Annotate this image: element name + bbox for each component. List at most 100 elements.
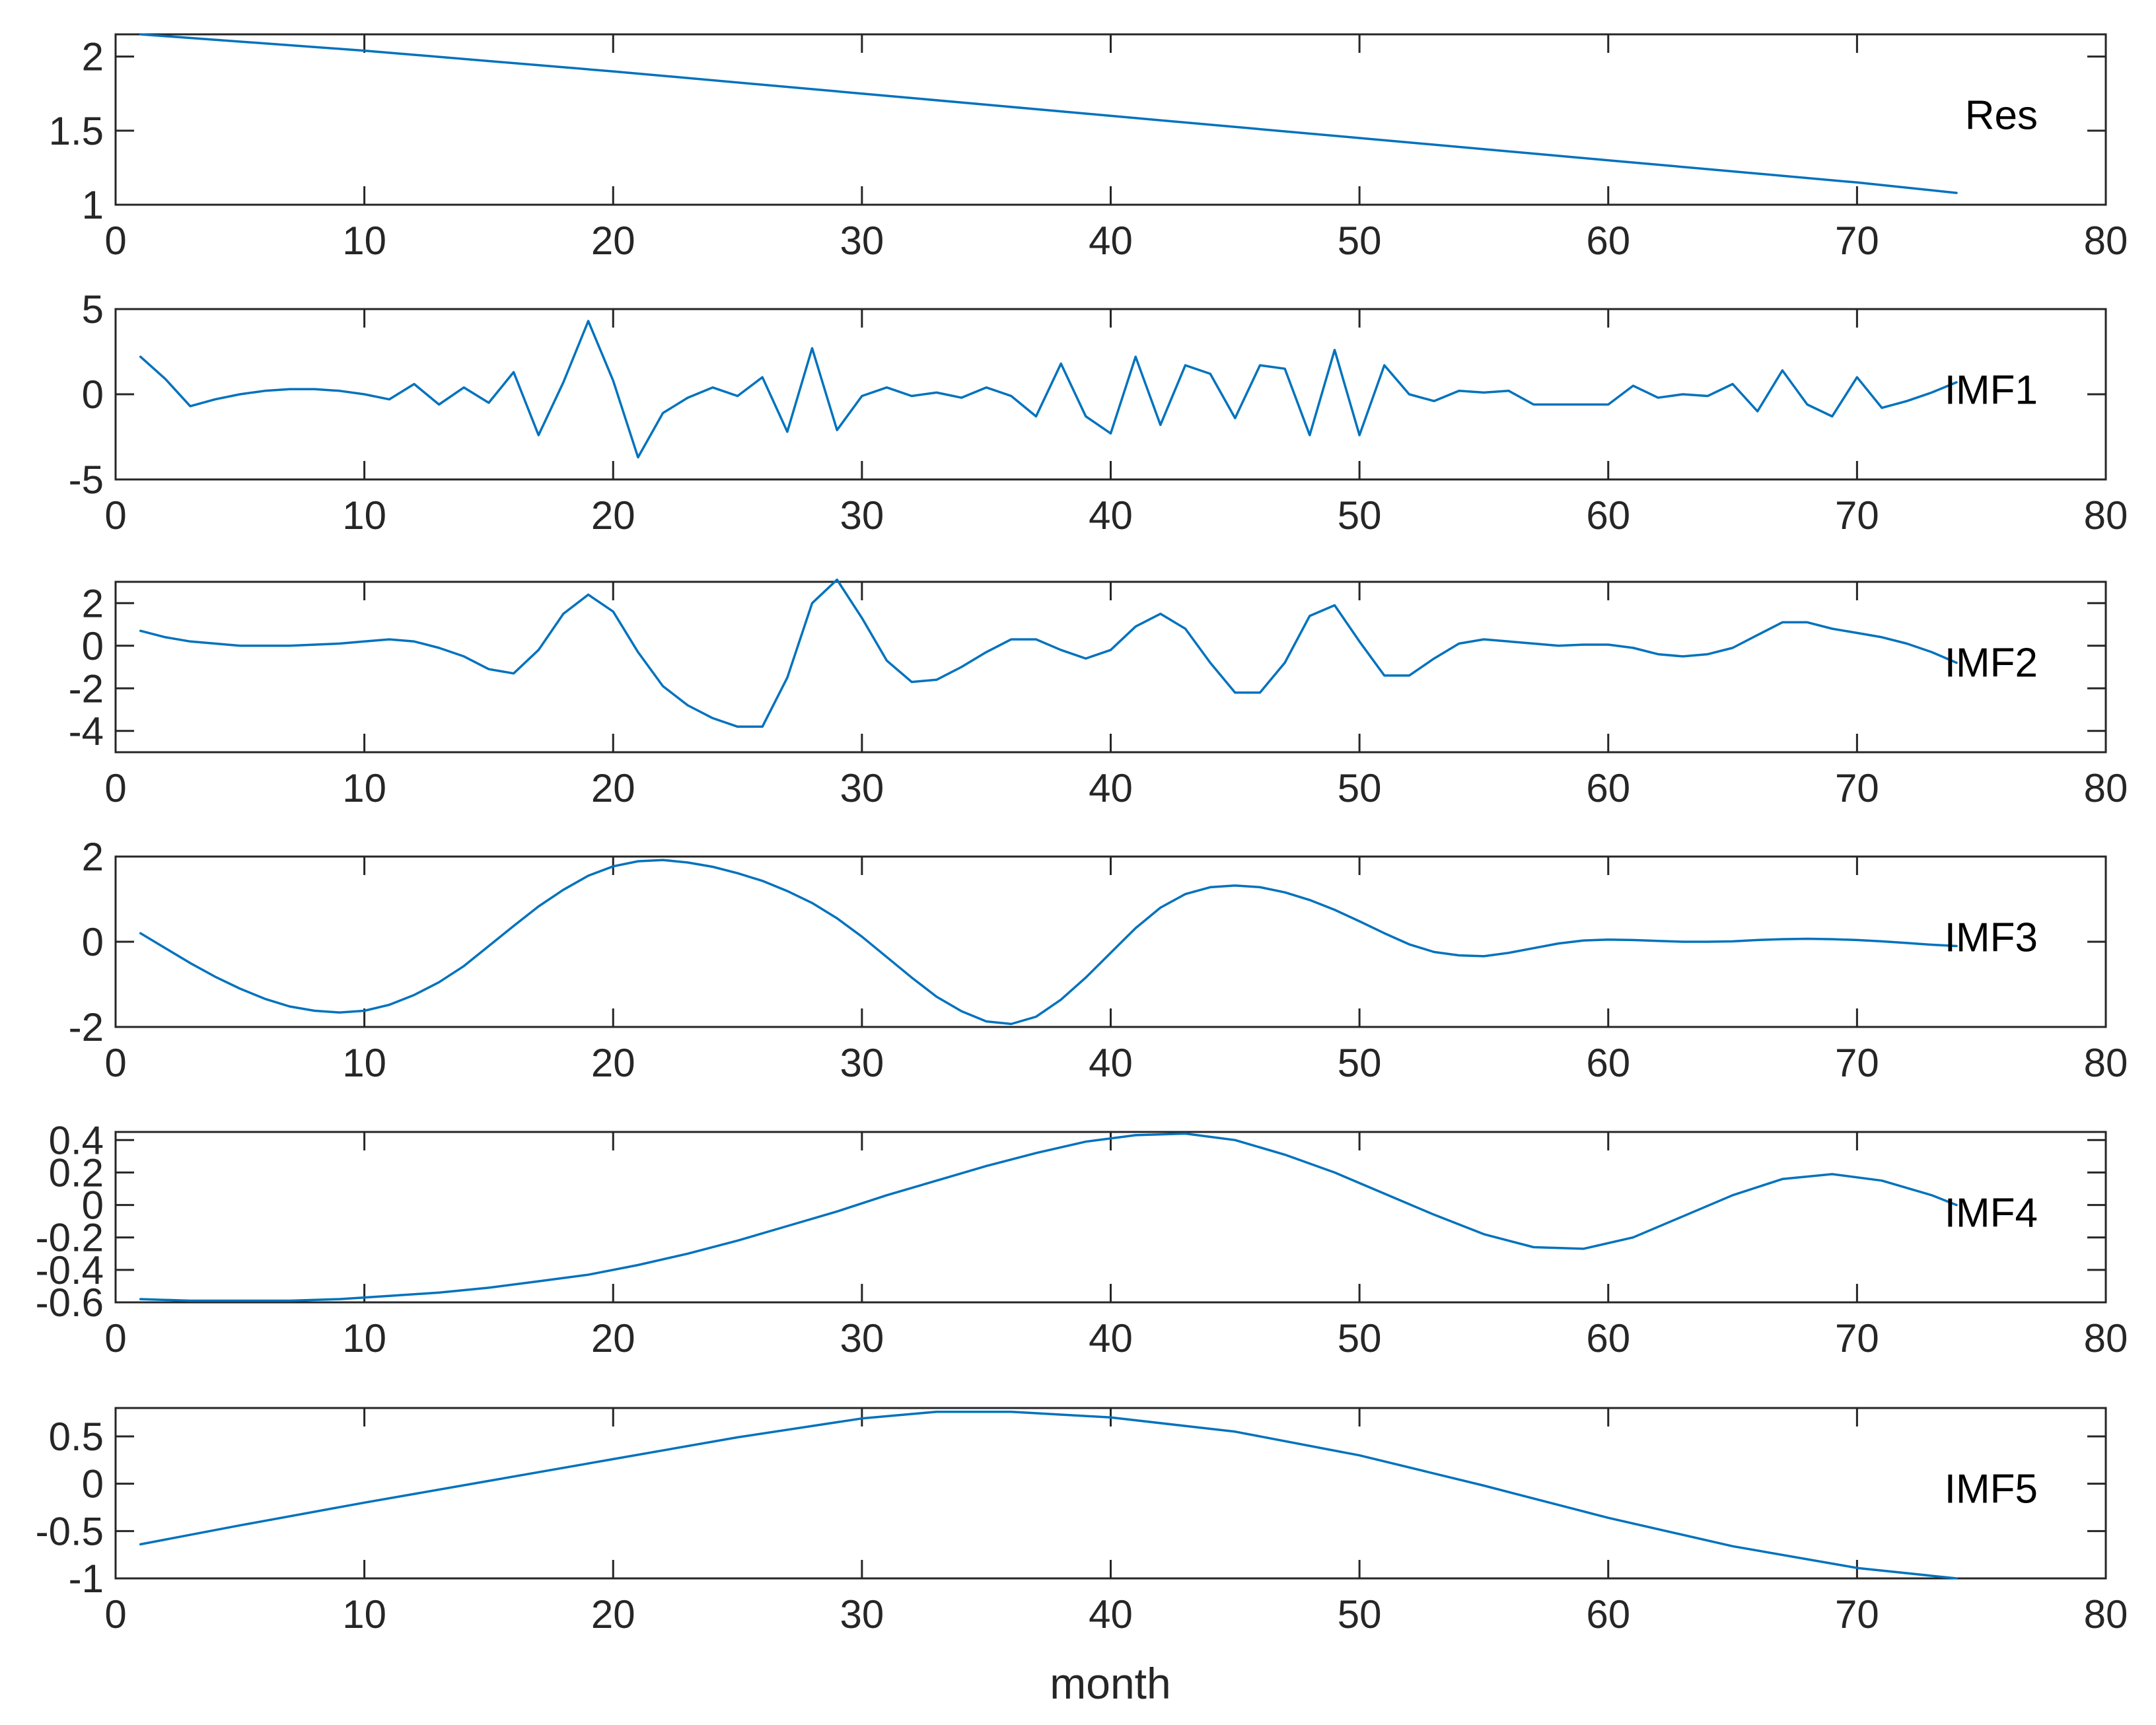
x-tick-label: 0 xyxy=(104,219,126,263)
y-tick-label: 0 xyxy=(82,372,104,417)
y-tick-label: -0.4 xyxy=(36,1248,104,1292)
x-tick-label: 40 xyxy=(1089,1041,1133,1085)
x-tick-label: 10 xyxy=(342,493,386,538)
series-line-res xyxy=(139,33,1958,194)
y-tick-label: -2 xyxy=(69,1005,104,1049)
x-tick-label: 20 xyxy=(591,766,635,810)
series-line-imf5 xyxy=(139,1410,1958,1580)
x-tick-label: 30 xyxy=(840,493,884,538)
panel-label: IMF3 xyxy=(1945,915,2038,960)
x-tick-label: 0 xyxy=(104,766,126,810)
x-tick-label: 60 xyxy=(1586,766,1630,810)
x-tick-label: 50 xyxy=(1338,219,1382,263)
x-tick-label: 0 xyxy=(104,1041,126,1085)
y-tick-label: 1 xyxy=(82,183,104,227)
x-tick-label: 40 xyxy=(1089,766,1133,810)
x-tick-label: 30 xyxy=(840,1592,884,1637)
y-tick-label: 0 xyxy=(82,1183,104,1228)
x-tick-label: 10 xyxy=(342,766,386,810)
x-tick-label: 30 xyxy=(840,766,884,810)
x-tick-label: 50 xyxy=(1338,1316,1382,1360)
x-tick-label: 80 xyxy=(2084,1316,2128,1360)
x-tick-label: 20 xyxy=(591,1041,635,1085)
x-tick-label: 20 xyxy=(591,219,635,263)
y-tick-label: 0.5 xyxy=(49,1415,104,1459)
x-tick-label: 70 xyxy=(1835,219,1879,263)
axes-frame xyxy=(114,855,2107,1028)
x-tick-label: 20 xyxy=(591,1592,635,1637)
y-tick-label: -1 xyxy=(69,1557,104,1601)
y-tick-label: -2 xyxy=(69,666,104,711)
x-tick-label: 80 xyxy=(2084,1592,2128,1637)
x-tick-label: 10 xyxy=(342,219,386,263)
x-tick-label: 80 xyxy=(2084,219,2128,263)
y-tick-label: -0.6 xyxy=(36,1281,104,1325)
y-tick-label: 0 xyxy=(82,1462,104,1506)
x-tick-label: 60 xyxy=(1586,1592,1630,1637)
x-tick-label: 10 xyxy=(342,1592,386,1637)
x-tick-label: 60 xyxy=(1586,219,1630,263)
y-tick-label: -5 xyxy=(69,458,104,502)
panel-label: IMF5 xyxy=(1945,1466,2038,1512)
x-tick-label: 40 xyxy=(1089,493,1133,538)
x-tick-label: 0 xyxy=(104,1316,126,1360)
y-tick-label: -0.5 xyxy=(36,1509,104,1553)
y-tick-label: 2 xyxy=(82,835,104,879)
x-tick-label: 40 xyxy=(1089,1592,1133,1637)
series-line-imf1 xyxy=(139,320,1958,459)
x-tick-label: 70 xyxy=(1835,1316,1879,1360)
panel-label: IMF2 xyxy=(1945,640,2038,686)
y-tick-label: 0 xyxy=(82,624,104,668)
panel-res: 0 10 20 30 40 50 60 70 80 1 1.5 2 Res xyxy=(49,33,2128,263)
x-tick-label: 70 xyxy=(1835,766,1879,810)
x-tick-label: 50 xyxy=(1338,493,1382,538)
panel-label: IMF1 xyxy=(1945,367,2038,413)
series-line-imf4 xyxy=(139,1132,1958,1302)
x-tick-label: 60 xyxy=(1586,1316,1630,1360)
x-tick-label: 0 xyxy=(104,493,126,538)
x-tick-label: 50 xyxy=(1338,1592,1382,1637)
series-line-imf3 xyxy=(139,859,1958,1026)
y-tick-label: 5 xyxy=(82,287,104,332)
y-tick-label: 0 xyxy=(82,920,104,964)
x-axis-title: month xyxy=(1050,1659,1170,1708)
y-tick-label: 2 xyxy=(82,581,104,625)
x-tick-label: 0 xyxy=(104,1592,126,1637)
y-tick-label: 2 xyxy=(82,35,104,79)
x-tick-label: 40 xyxy=(1089,1316,1133,1360)
x-tick-label: 60 xyxy=(1586,493,1630,538)
x-tick-label: 80 xyxy=(2084,493,2128,538)
y-tick-label: -0.2 xyxy=(36,1216,104,1260)
y-tick-label: 1.5 xyxy=(49,109,104,153)
panel-label: IMF4 xyxy=(1945,1190,2038,1236)
x-tick-label: 20 xyxy=(591,493,635,538)
x-tick-label: 20 xyxy=(591,1316,635,1360)
x-tick-label: 10 xyxy=(342,1316,386,1360)
series-line-imf2 xyxy=(139,579,1958,728)
y-tick-label: 0.2 xyxy=(49,1150,104,1195)
panel-label: Res xyxy=(1965,92,2038,138)
x-tick-label: 80 xyxy=(2084,766,2128,810)
x-tick-label: 80 xyxy=(2084,1041,2128,1085)
x-tick-label: 60 xyxy=(1586,1041,1630,1085)
axes-frame xyxy=(114,581,2107,754)
y-tick-label: 0.4 xyxy=(49,1118,104,1162)
x-tick-label: 50 xyxy=(1338,766,1382,810)
x-tick-label: 70 xyxy=(1835,1592,1879,1637)
axes-frame xyxy=(114,1131,2107,1304)
x-tick-label: 50 xyxy=(1338,1041,1382,1085)
y-tick-label: -4 xyxy=(69,709,104,754)
axes-frame xyxy=(114,308,2107,481)
x-tick-label: 30 xyxy=(840,1041,884,1085)
x-tick-label: 30 xyxy=(840,219,884,263)
x-tick-label: 10 xyxy=(342,1041,386,1085)
x-tick-label: 30 xyxy=(840,1316,884,1360)
x-tick-label: 70 xyxy=(1835,493,1879,538)
x-tick-label: 40 xyxy=(1089,219,1133,263)
